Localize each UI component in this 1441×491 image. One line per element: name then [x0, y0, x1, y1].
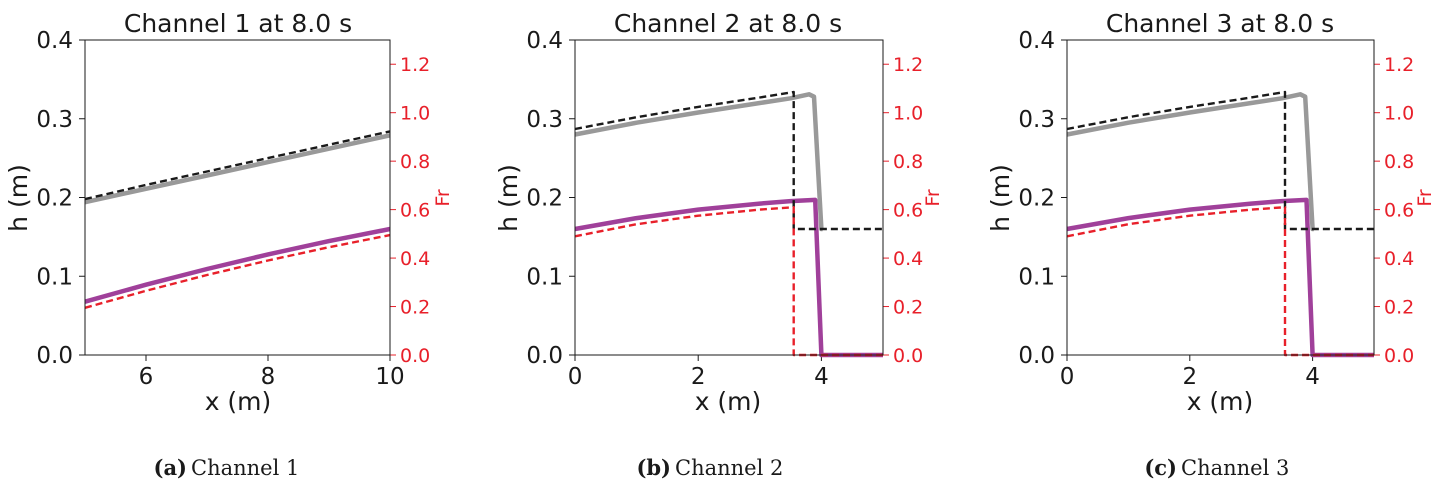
y-tick-label: 0.3	[1018, 107, 1055, 133]
y2-tick-label: 1.2	[400, 54, 430, 76]
y-tick-label: 0.3	[36, 107, 73, 133]
y2-tick-label: 1.0	[400, 103, 430, 125]
caption-tag: (c)	[1144, 455, 1177, 480]
y2-axis-label: Fr	[432, 189, 454, 207]
series-fr-sim	[574, 197, 883, 358]
plot-frame	[574, 39, 884, 356]
x-tick-label: 6	[139, 364, 154, 390]
y2-tick-label: 0.2	[400, 297, 430, 319]
y2-tick-label: 0.6	[1384, 200, 1414, 222]
panel-title: Channel 1 at 8.0 s	[124, 9, 352, 38]
y2-tick-label: 0.2	[893, 297, 923, 319]
y-axis-label: h (m)	[986, 164, 1015, 232]
plot-frame	[1066, 39, 1375, 356]
series-h-exact	[1066, 90, 1374, 231]
caption-tag: (b)	[636, 455, 671, 480]
y2-tick-label: 1.0	[1384, 103, 1414, 125]
y2-tick-label: 0.8	[893, 151, 923, 173]
series-fr-sim	[84, 226, 391, 304]
series-h-exact	[84, 130, 391, 201]
y2-tick-label: 0.4	[893, 248, 923, 270]
panel-title: Channel 3 at 8.0 s	[1106, 9, 1334, 38]
x-tick-label: 4	[814, 364, 829, 390]
y2-tick-label: 0.0	[1384, 345, 1414, 367]
y2-tick-label: 1.0	[893, 103, 923, 125]
y-tick-label: 0.0	[36, 343, 73, 369]
y-axis-label: h (m)	[494, 164, 523, 232]
x-tick-label: 2	[691, 364, 706, 390]
x-axis-label: x (m)	[1187, 387, 1254, 416]
x-axis-label: x (m)	[695, 387, 762, 416]
y2-tick-label: 0.4	[1384, 248, 1414, 270]
y-tick-label: 0.1	[526, 264, 563, 290]
panel-channel-3: Channel 3 at 8.0 s x (m) h (m) Fr 0 2 4 0.0…	[986, 9, 1436, 480]
x-tick-label: 4	[1305, 364, 1320, 390]
x-tick-label: 0	[1060, 364, 1075, 390]
caption-text: Channel 1	[191, 456, 299, 480]
x-tick-label: 8	[261, 364, 276, 390]
caption-text: Channel 2	[675, 456, 783, 480]
x-tick-label: 10	[375, 364, 404, 390]
y2-tick-label: 0.4	[400, 248, 430, 270]
caption-text: Channel 3	[1181, 456, 1289, 480]
y-tick-label: 0.2	[526, 186, 563, 212]
y2-tick-label: 0.2	[1384, 297, 1414, 319]
panel-channel-1: Channel 1 at 8.0 s x (m) h (m) Fr 6 8 100.…	[4, 9, 454, 480]
plot-frame	[84, 39, 391, 356]
y2-tick-label: 0.8	[400, 151, 430, 173]
panel-channel-2: Channel 2 at 8.0 s x (m) h (m) Fr 0 2 4 0.0…	[494, 9, 944, 480]
y2-tick-label: 1.2	[1384, 54, 1414, 76]
series-fr-sim	[1066, 197, 1374, 358]
series-h-sim	[1066, 92, 1315, 232]
y-tick-label: 0.0	[526, 343, 563, 369]
series-h-sim	[574, 92, 824, 232]
y-axis-label: h (m)	[4, 164, 33, 232]
y-tick-label: 0.2	[1018, 186, 1055, 212]
x-tick-label: 0	[568, 364, 583, 390]
y2-axis-label: Fr	[922, 189, 944, 207]
y2-tick-label: 0.0	[400, 345, 430, 367]
y2-tick-label: 1.2	[893, 54, 923, 76]
y2-tick-label: 0.0	[893, 345, 923, 367]
series-h-sim	[84, 133, 391, 205]
y-tick-label: 0.4	[526, 28, 563, 54]
y-tick-label: 0.4	[1018, 28, 1055, 54]
y2-axis-label: Fr	[1414, 189, 1436, 207]
x-axis-label: x (m)	[205, 387, 272, 416]
panel-title: Channel 2 at 8.0 s	[614, 9, 842, 38]
y-tick-label: 0.2	[36, 186, 73, 212]
caption-tag: (a)	[154, 455, 187, 480]
y-tick-label: 0.3	[526, 107, 563, 133]
y2-tick-label: 0.6	[893, 200, 923, 222]
y-tick-label: 0.1	[1018, 264, 1055, 290]
y-tick-label: 0.0	[1018, 343, 1055, 369]
y2-tick-label: 0.8	[1384, 151, 1414, 173]
y-tick-label: 0.1	[36, 264, 73, 290]
y2-tick-label: 0.6	[400, 200, 430, 222]
x-tick-label: 2	[1182, 364, 1197, 390]
y-tick-label: 0.4	[36, 28, 73, 54]
series-fr-exact	[84, 233, 391, 309]
